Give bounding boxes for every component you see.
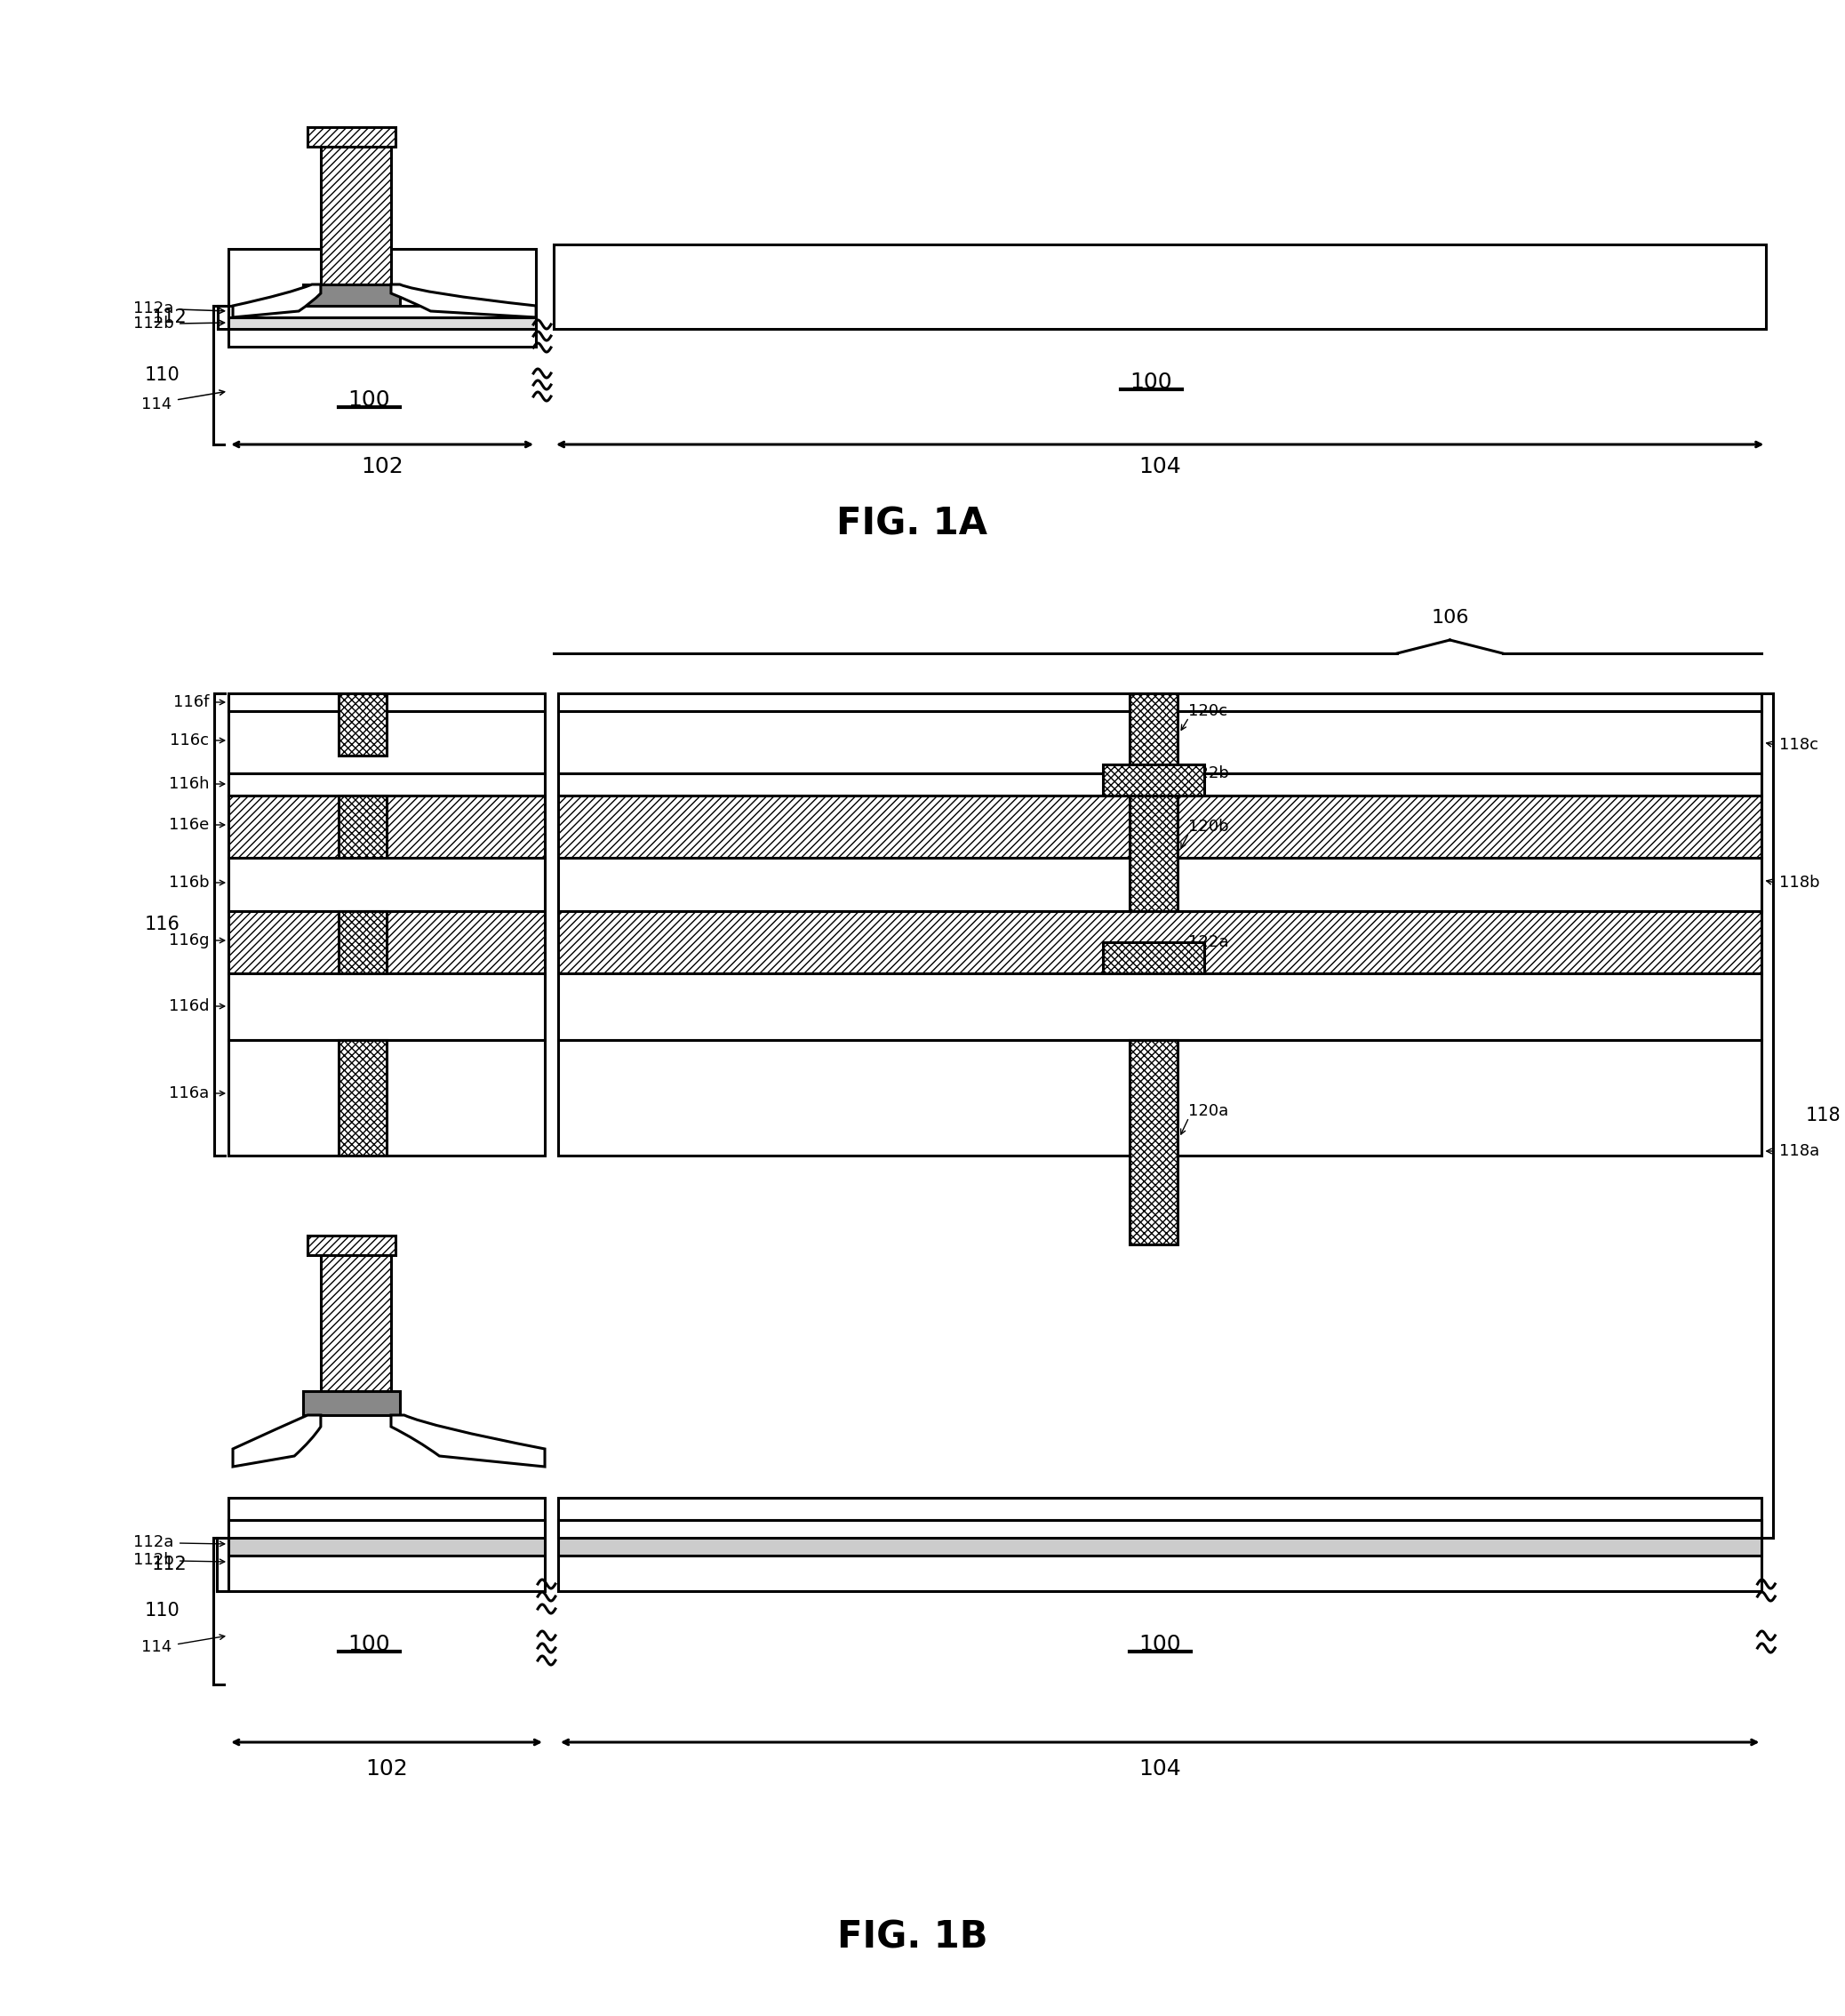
Text: 116: 116 [144, 915, 181, 933]
Bar [229, 796, 544, 857]
Bar [1103, 941, 1205, 974]
Text: 112b: 112b [133, 317, 173, 331]
Bar [229, 1520, 544, 1556]
Bar [557, 1520, 1762, 1538]
Bar [338, 796, 387, 857]
PathPatch shape [232, 284, 321, 317]
Bar [557, 1498, 1762, 1591]
Text: 112a: 112a [133, 1534, 173, 1550]
Bar [303, 284, 400, 306]
Text: 120b: 120b [1188, 818, 1229, 835]
Bar [229, 857, 544, 911]
Bar [229, 774, 544, 796]
Text: 106: 106 [1432, 609, 1469, 627]
Bar [229, 911, 544, 974]
Text: 116d: 116d [168, 998, 208, 1014]
Text: FIG. 1A: FIG. 1A [836, 506, 987, 542]
Text: 102: 102 [362, 456, 404, 478]
Bar [229, 1520, 544, 1538]
Text: 118: 118 [1806, 1107, 1841, 1125]
Text: 110: 110 [144, 1603, 181, 1619]
Bar [557, 712, 1762, 774]
Bar [554, 244, 1766, 329]
Text: 104: 104 [1138, 456, 1181, 478]
Text: 110: 110 [144, 367, 181, 383]
Text: FIG. 1B: FIG. 1B [838, 1919, 987, 1956]
Text: 112: 112 [151, 1556, 186, 1572]
Bar [1129, 1040, 1177, 1244]
Text: 118a: 118a [1779, 1143, 1819, 1159]
Text: 116h: 116h [168, 776, 208, 792]
Bar [557, 774, 1762, 796]
Bar [229, 694, 544, 712]
Bar [1103, 764, 1205, 796]
Text: 112: 112 [151, 308, 186, 327]
Bar [557, 1040, 1762, 1155]
Bar [321, 147, 391, 284]
PathPatch shape [391, 284, 537, 317]
Bar [229, 248, 537, 347]
Text: 120a: 120a [1188, 1103, 1229, 1119]
Bar [557, 796, 1762, 857]
Text: 114: 114 [140, 1639, 172, 1655]
Text: 112b: 112b [133, 1552, 173, 1568]
Bar [557, 857, 1762, 911]
Text: 118b: 118b [1779, 875, 1819, 891]
Text: 100: 100 [1129, 371, 1172, 393]
Text: 122b: 122b [1188, 766, 1229, 782]
PathPatch shape [391, 1415, 544, 1468]
Bar [338, 911, 387, 974]
Text: 104: 104 [1138, 1758, 1181, 1780]
Text: 100: 100 [349, 389, 391, 411]
Bar [338, 694, 387, 756]
Bar [229, 306, 537, 317]
Bar [1129, 796, 1177, 911]
Bar [557, 911, 1762, 974]
Bar [557, 1520, 1762, 1556]
Bar [229, 974, 544, 1040]
PathPatch shape [232, 1415, 321, 1468]
Bar [557, 694, 1762, 712]
Bar [229, 712, 544, 774]
Text: 118c: 118c [1779, 738, 1819, 752]
Text: 114: 114 [140, 397, 172, 413]
Text: 122a: 122a [1188, 933, 1229, 950]
Text: 100: 100 [349, 1633, 391, 1655]
Text: 116e: 116e [170, 816, 208, 833]
Text: 102: 102 [365, 1758, 408, 1780]
Text: 100: 100 [1138, 1633, 1181, 1655]
Text: 116c: 116c [170, 732, 208, 748]
Text: 116a: 116a [170, 1085, 208, 1101]
Text: 116b: 116b [168, 875, 208, 891]
Bar [557, 974, 1762, 1040]
Bar [321, 1254, 391, 1391]
Bar [308, 1236, 395, 1256]
Bar [1129, 694, 1177, 774]
Text: 116f: 116f [173, 694, 208, 710]
Bar [229, 1040, 544, 1155]
Text: 116g: 116g [168, 933, 208, 948]
Text: 120c: 120c [1188, 704, 1227, 720]
Text: 112a: 112a [133, 300, 173, 317]
Bar [308, 127, 395, 147]
Bar [338, 1040, 387, 1155]
Bar [303, 1391, 400, 1415]
Bar [229, 317, 537, 329]
Bar [229, 1498, 544, 1591]
